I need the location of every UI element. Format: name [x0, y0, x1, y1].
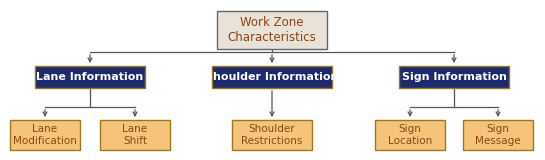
FancyBboxPatch shape — [35, 66, 145, 88]
Text: Shoulder Information: Shoulder Information — [205, 72, 338, 82]
FancyBboxPatch shape — [463, 120, 533, 150]
Text: Sign
Location: Sign Location — [388, 124, 432, 146]
FancyBboxPatch shape — [232, 120, 312, 150]
FancyBboxPatch shape — [375, 120, 445, 150]
Text: Sign Information: Sign Information — [402, 72, 506, 82]
Text: Work Zone
Characteristics: Work Zone Characteristics — [228, 16, 317, 44]
Text: Lane
Shift: Lane Shift — [123, 124, 148, 146]
FancyBboxPatch shape — [10, 120, 80, 150]
Text: Sign
Message: Sign Message — [475, 124, 521, 146]
Text: Lane
Modification: Lane Modification — [13, 124, 77, 146]
FancyBboxPatch shape — [399, 66, 509, 88]
Text: Shoulder
Restrictions: Shoulder Restrictions — [241, 124, 302, 146]
Text: Lane Information: Lane Information — [37, 72, 144, 82]
FancyBboxPatch shape — [212, 66, 332, 88]
FancyBboxPatch shape — [217, 11, 327, 49]
FancyBboxPatch shape — [100, 120, 170, 150]
